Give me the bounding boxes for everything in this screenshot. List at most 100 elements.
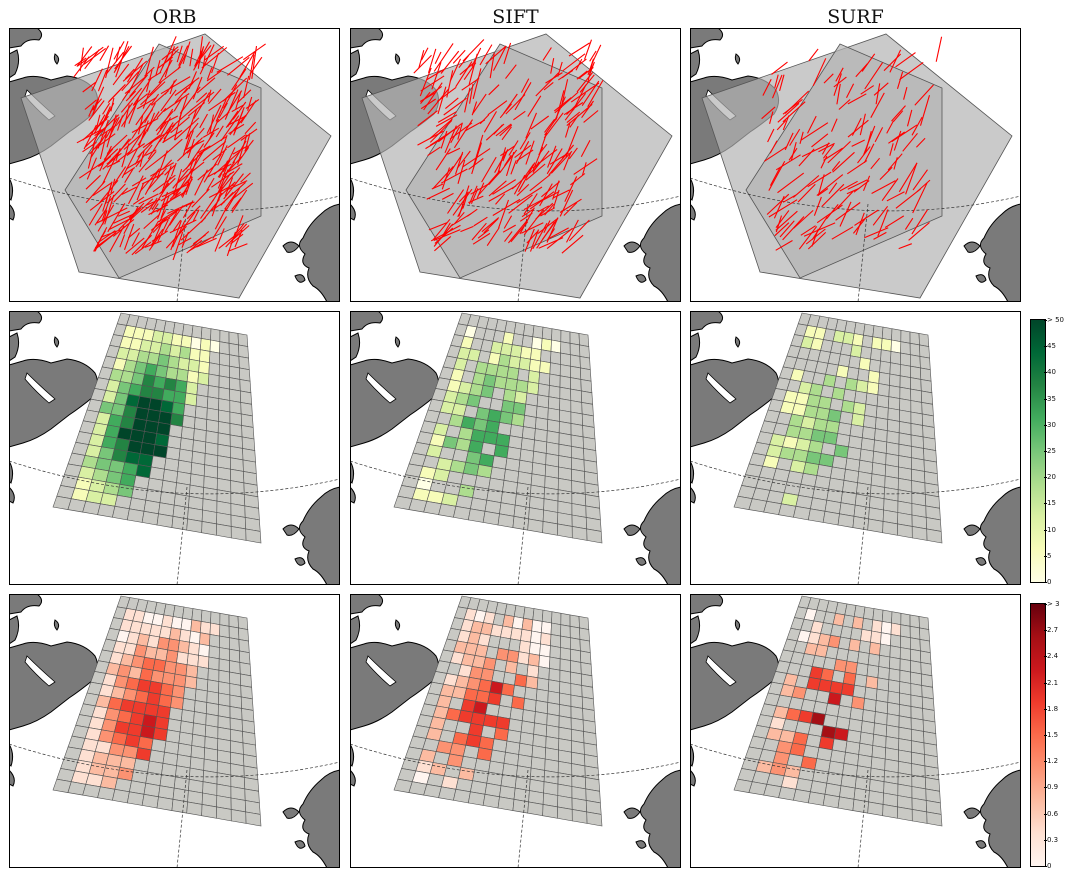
grid-cell (875, 688, 889, 703)
displacement-vector (146, 167, 167, 192)
grid-cell (844, 377, 858, 392)
displacement-vector (212, 148, 227, 161)
grid-cell (852, 798, 869, 814)
displacement-vector (243, 75, 250, 99)
displacement-vector (148, 204, 169, 216)
displacement-vector (896, 71, 904, 89)
displacement-vector (206, 70, 222, 82)
displacement-vector (774, 74, 779, 89)
displacement-vector (831, 160, 841, 171)
displacement-vector (846, 83, 855, 99)
displacement-vector (529, 229, 540, 252)
displacement-vector (873, 231, 887, 240)
grid-cell (549, 645, 561, 660)
grid-cell (508, 355, 521, 370)
grid-cell (210, 328, 221, 343)
grid-cell (838, 353, 851, 368)
displacement-vector (498, 199, 510, 229)
grid-cell (541, 326, 553, 341)
grid-cell (207, 385, 220, 399)
displacement-vector (191, 188, 210, 208)
grid-cell (910, 648, 922, 663)
displacement-vector (189, 158, 195, 171)
colorbar-tick (1044, 604, 1047, 605)
displacement-vector (123, 167, 136, 175)
grid-cell (855, 379, 869, 394)
displacement-vector (510, 160, 517, 175)
displacement-vector (454, 211, 465, 225)
displacement-vector (828, 182, 838, 195)
grid-cell (889, 373, 901, 388)
grid-cell (920, 390, 934, 405)
displacement-vector (537, 205, 550, 213)
grid-cell (559, 409, 572, 424)
grid-cell (190, 336, 202, 351)
grid-cell (239, 367, 251, 382)
displacement-vector (137, 131, 147, 146)
colorbar-tick-label: 1.5 (1047, 731, 1059, 739)
land-mass (734, 53, 741, 65)
grid-cell (877, 383, 890, 398)
grid-cell (163, 660, 177, 675)
displacement-vector (170, 162, 177, 177)
displacement-vector (478, 170, 501, 196)
grid-cell (167, 638, 180, 653)
displacement-vector (159, 66, 181, 84)
grid-cell (858, 357, 871, 371)
grid-cell (550, 634, 561, 648)
displacement-vector (106, 160, 121, 168)
land-mass (394, 53, 401, 65)
grid-cell (880, 632, 892, 647)
land-mass (294, 274, 306, 283)
displacement-vector (235, 91, 242, 110)
displacement-vector (128, 96, 140, 124)
grid-cell (230, 526, 247, 541)
grid-cell (497, 513, 515, 528)
displacement-vector (884, 215, 905, 228)
grid-cell (218, 669, 231, 684)
displacement-vector (508, 140, 519, 156)
displacement-vector (132, 93, 149, 106)
grid-cell (172, 322, 185, 336)
land-mass (294, 840, 306, 849)
grid-cell (531, 619, 543, 634)
grid-cell (186, 370, 199, 384)
displacement-vector (464, 87, 471, 113)
displacement-vector (808, 48, 819, 62)
grid-cell (198, 643, 210, 658)
displacement-vector (554, 96, 566, 122)
displacement-vector (84, 49, 100, 70)
displacement-vector (149, 82, 162, 96)
displacement-vector (186, 205, 201, 220)
grid-cell (918, 333, 930, 347)
grid-cell (182, 606, 194, 621)
displacement-vector (231, 104, 244, 113)
displacement-vector (788, 147, 798, 161)
grid-cell (196, 666, 209, 681)
displacement-vector (419, 67, 432, 97)
displacement-vector (912, 182, 928, 214)
grid-cell (540, 632, 552, 647)
colorbar-tick-label: 2.7 (1047, 626, 1059, 635)
displacement-vector (427, 48, 437, 74)
displacement-vector (782, 115, 790, 131)
displacement-vector (421, 47, 429, 61)
displacement-vector (189, 48, 194, 67)
grid-cell (919, 639, 931, 654)
land-mass (9, 28, 43, 49)
displacement-vector (82, 81, 96, 93)
grid-cell (186, 801, 203, 817)
displacement-vector (169, 176, 193, 200)
displacement-vector (839, 180, 858, 192)
grid-cell (228, 354, 240, 369)
grid-cell (538, 654, 551, 669)
displacement-vector (156, 150, 168, 179)
displacement-vector (589, 50, 597, 62)
grid-cell (542, 804, 558, 819)
land-mass (9, 486, 15, 504)
grid-cell (560, 341, 571, 356)
displacement-vector (426, 187, 450, 200)
grid-cell (867, 370, 880, 384)
grid-cell (453, 505, 471, 521)
grid-cell (580, 650, 592, 665)
